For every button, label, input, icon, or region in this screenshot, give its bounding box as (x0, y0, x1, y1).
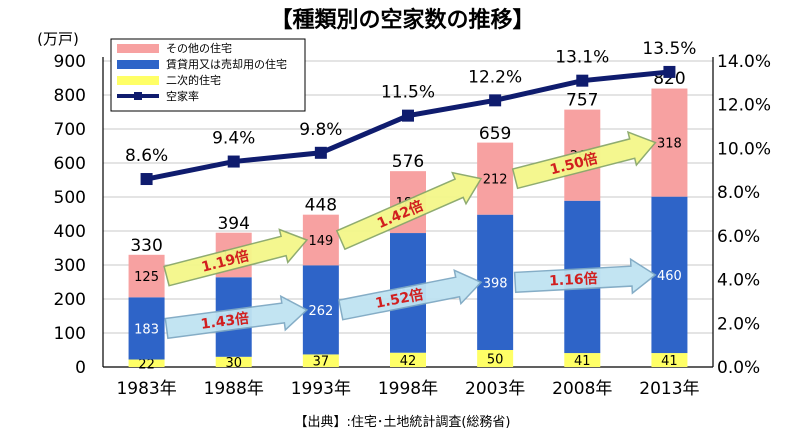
growth-arrow (338, 269, 483, 321)
y-tick-label-left: 0 (75, 358, 86, 378)
legend-line-marker (134, 92, 142, 100)
y-tick-label-right: 12.0% (717, 96, 771, 116)
x-tick-label: 2003年 (465, 379, 525, 399)
y-tick-label-right: 6.0% (717, 227, 760, 247)
bar-value-label: 460 (657, 269, 682, 284)
growth-arrow-label: 1.43倍 (200, 310, 250, 333)
growth-arrow-label: 1.16倍 (549, 270, 598, 290)
bar-segment (128, 297, 165, 360)
legend-label: 空家率 (166, 89, 199, 103)
legend-swatch (117, 44, 159, 53)
legend-swatch (117, 76, 159, 85)
y-tick-label-right: 14.0% (717, 52, 771, 72)
vacancy-rate-label: 13.5% (642, 39, 696, 59)
growth-arrow (163, 228, 309, 287)
chart-title: 【種類別の空家数の推移】 (270, 8, 535, 33)
x-tick-label: 1983年 (116, 379, 176, 399)
bar-value-label: 30 (225, 356, 242, 371)
bar-value-label: 37 (313, 355, 330, 370)
x-tick-label: 2008年 (552, 379, 612, 399)
bar-value-label: 22 (138, 357, 155, 372)
bar-total-label: 659 (479, 124, 511, 144)
bar-segment (477, 214, 514, 350)
bar-value-label: 262 (308, 304, 333, 319)
vacancy-rate-label: 13.1% (555, 48, 609, 68)
vacancy-rate-marker (663, 65, 676, 78)
x-tick-label: 1988年 (204, 379, 264, 399)
legend-label: 二次的住宅 (166, 73, 221, 87)
bar-segment (564, 353, 601, 367)
bar-value-label: 41 (574, 354, 591, 369)
legend-label: 賃貸用又は売却用の住宅 (166, 57, 287, 71)
y-tick-label-left: 100 (54, 324, 86, 344)
y-tick-label-left: 700 (54, 120, 86, 140)
growth-arrow (513, 257, 657, 295)
y-tick-label-right: 2.0% (717, 314, 760, 334)
y-tick-label-left: 500 (54, 188, 86, 208)
source-note: 【出典】:住宅･土地統計調査(総務省) (294, 415, 511, 430)
vacancy-rate-label: 9.4% (212, 129, 255, 149)
bar-total-label: 330 (130, 236, 162, 256)
growth-arrow (511, 130, 657, 190)
x-tick-label: 2013年 (639, 379, 699, 399)
legend-swatch (117, 60, 159, 69)
y-tick-label-right: 0.0% (717, 358, 760, 378)
bar-value-label: 125 (134, 270, 159, 285)
y-tick-label-right: 8.0% (717, 183, 760, 203)
bar-segment (651, 88, 688, 197)
y-tick-label-left: 300 (54, 256, 86, 276)
growth-arrow (164, 294, 309, 340)
x-tick-label: 1993年 (291, 379, 351, 399)
bar-value-label: 149 (308, 234, 333, 249)
bar-segment (215, 356, 252, 367)
bar-total-label: 757 (566, 91, 598, 111)
bar-value-label: 318 (657, 137, 682, 152)
y-unit-label: (万戸) (37, 30, 79, 48)
bar-value-label: 41 (661, 354, 678, 369)
y-tick-label-right: 4.0% (717, 271, 760, 291)
bar-value-label: 183 (134, 322, 159, 337)
y-tick-label-left: 900 (54, 52, 86, 72)
bar-total-label: 394 (217, 214, 249, 234)
vacancy-rate-marker (576, 74, 589, 87)
x-tick-label: 1998年 (378, 379, 438, 399)
bar-segment (651, 196, 688, 354)
y-tick-label-left: 400 (54, 222, 86, 242)
vacancy-rate-marker (227, 155, 240, 168)
bar-segment (390, 352, 426, 367)
y-tick-label-left: 800 (54, 86, 86, 106)
bar-segment (302, 354, 339, 367)
bar-segment (128, 359, 165, 367)
vacancy-rate-marker (314, 146, 327, 159)
bar-segment (128, 254, 165, 298)
y-tick-label-right: 10.0% (717, 139, 771, 159)
vacancy-rate-label: 11.5% (381, 83, 435, 103)
vacancy-rate-label: 12.2% (468, 67, 522, 87)
bar-segment (302, 265, 339, 355)
bar-segment (302, 214, 339, 266)
vacancy-rate-marker (140, 173, 153, 186)
y-tick-label-left: 200 (54, 290, 86, 310)
bar-value-label: 50 (487, 353, 504, 368)
growth-arrow (335, 171, 483, 251)
bar-value-label: 42 (400, 354, 417, 369)
bar-value-label: 212 (483, 173, 508, 188)
vacancy-rate-marker (402, 109, 414, 122)
bar-value-label: 398 (483, 276, 508, 291)
vacancy-rate-marker (489, 94, 502, 107)
bar-total-label: 448 (305, 196, 337, 216)
vacancy-rate-label: 9.8% (299, 120, 342, 140)
bar-total-label: 576 (392, 152, 424, 172)
bar-segment (477, 350, 514, 367)
bar-segment (651, 353, 688, 367)
y-tick-label-left: 600 (54, 154, 86, 174)
bar-segment (477, 142, 514, 215)
legend-label: その他の住宅 (166, 41, 232, 55)
vacancy-rate-label: 8.6% (125, 146, 168, 166)
